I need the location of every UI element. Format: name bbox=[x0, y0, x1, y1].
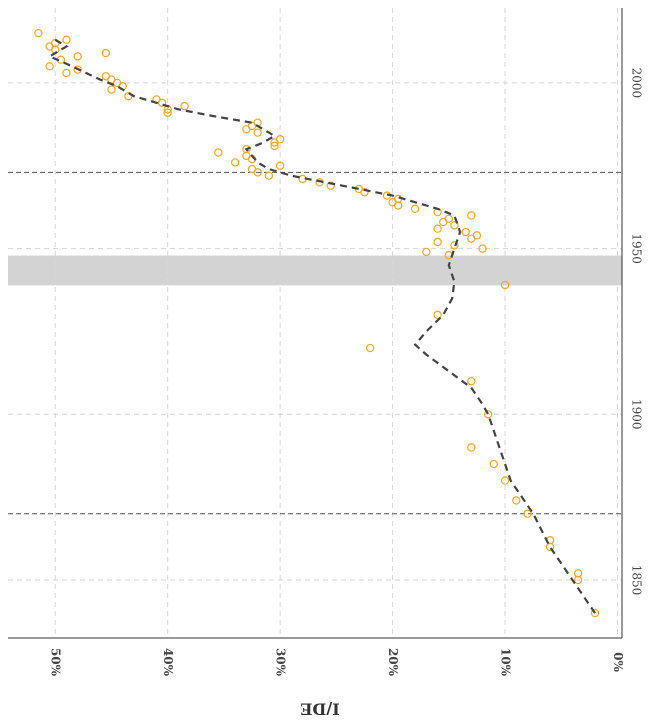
data-point bbox=[157, 98, 167, 107]
data-point bbox=[461, 227, 470, 237]
data-point bbox=[512, 496, 521, 505]
y-tick-label: 0% bbox=[611, 652, 625, 672]
data-point bbox=[62, 68, 71, 78]
trend-line bbox=[47, 38, 596, 614]
data-point bbox=[573, 575, 583, 585]
data-point bbox=[478, 244, 487, 253]
data-point bbox=[433, 237, 442, 247]
data-point bbox=[45, 62, 54, 71]
data-point bbox=[467, 211, 476, 220]
y-tick-label: 40% bbox=[161, 648, 175, 677]
data-point bbox=[242, 125, 251, 134]
data-point bbox=[62, 35, 71, 45]
data-point bbox=[275, 161, 285, 170]
data-point bbox=[500, 476, 510, 485]
data-point bbox=[450, 241, 459, 250]
data-point bbox=[483, 410, 493, 419]
data-point bbox=[365, 343, 375, 353]
data-point bbox=[438, 217, 448, 227]
data-point bbox=[523, 509, 532, 518]
y-tick-label: 10% bbox=[499, 648, 513, 677]
data-point bbox=[270, 141, 279, 151]
data-point bbox=[422, 247, 431, 257]
data-point bbox=[101, 48, 111, 58]
data-point bbox=[467, 376, 476, 386]
data-point bbox=[433, 224, 442, 233]
data-point bbox=[163, 108, 172, 117]
data-point bbox=[450, 221, 459, 230]
x-tick-label: 1950 bbox=[630, 233, 644, 264]
data-point bbox=[34, 28, 43, 38]
data-point bbox=[107, 85, 116, 94]
data-point bbox=[545, 542, 555, 552]
data-point bbox=[73, 52, 82, 61]
data-point bbox=[253, 168, 262, 177]
x-tick-label: 2000 bbox=[630, 68, 644, 99]
data-point bbox=[264, 171, 274, 180]
data-point bbox=[214, 148, 223, 157]
data-point bbox=[253, 128, 262, 137]
x-tick-label: 1850 bbox=[630, 565, 644, 596]
data-point bbox=[73, 65, 82, 74]
axis-label: I/DE bbox=[300, 700, 339, 719]
data-point bbox=[410, 204, 420, 214]
data-point bbox=[590, 608, 600, 618]
data-point bbox=[433, 310, 442, 320]
data-point bbox=[230, 158, 240, 167]
data-point bbox=[500, 280, 510, 290]
x-tick-label: 1900 bbox=[630, 399, 644, 430]
data-point bbox=[326, 181, 335, 190]
shaded-band bbox=[8, 255, 622, 286]
data-point bbox=[394, 201, 403, 210]
data-point bbox=[467, 234, 476, 243]
y-tick-label: 20% bbox=[386, 648, 400, 677]
data-point bbox=[180, 101, 189, 111]
data-point bbox=[489, 459, 499, 469]
y-tick-label: 50% bbox=[49, 648, 63, 677]
data-point bbox=[467, 443, 476, 452]
data-point bbox=[270, 138, 279, 147]
data-point bbox=[360, 188, 369, 197]
y-tick-label: 30% bbox=[274, 648, 288, 677]
